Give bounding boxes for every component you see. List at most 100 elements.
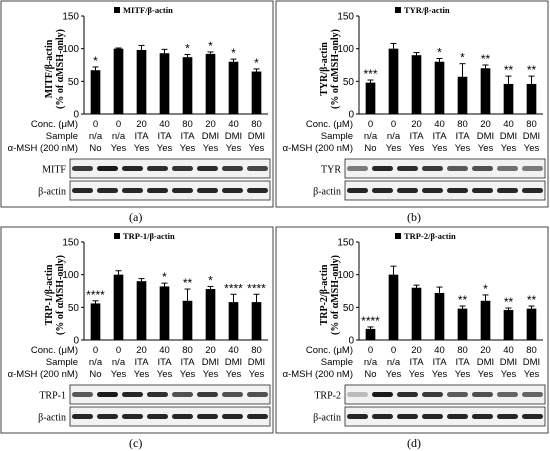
panel-frame: [275, 226, 549, 434]
blot-band: [497, 392, 518, 397]
bar: [480, 68, 491, 114]
bar: [503, 309, 514, 340]
cell-amsh: Yes: [409, 143, 425, 154]
cell-amsh: Yes: [432, 369, 448, 380]
blot-band: [422, 188, 443, 193]
cell-amsh: Yes: [478, 369, 494, 380]
cell-sample: n/a: [112, 357, 126, 368]
blot-band: [497, 166, 518, 171]
cell-sample: ITA: [134, 131, 149, 142]
significance-mark: ****: [361, 314, 380, 328]
legend-label: MITF/β-actin: [123, 5, 173, 15]
cell-conc: 40: [503, 119, 514, 130]
row-label-amsh: α-MSH (200 nM): [8, 143, 78, 154]
cell-conc: 40: [159, 119, 170, 130]
significance-mark: *: [162, 270, 167, 284]
bar: [113, 274, 124, 340]
blot-band: [222, 166, 243, 171]
blot-band: [397, 414, 418, 419]
bar: [90, 303, 101, 340]
row-label-sample: Sample: [46, 131, 78, 142]
cell-sample: n/a: [387, 357, 401, 368]
blot-band: [247, 392, 268, 397]
panel-label-a: (a): [129, 210, 143, 224]
cell-conc: 80: [251, 119, 262, 130]
blot-band: [222, 392, 243, 397]
blot-band: [372, 166, 393, 171]
cell-sample: DMI: [477, 131, 494, 142]
blot-band: [172, 188, 193, 193]
bar: [113, 48, 124, 114]
blot-band: [122, 166, 143, 171]
blot-box-actin: [344, 406, 546, 427]
cell-conc: 80: [182, 345, 193, 356]
bar: [411, 287, 422, 340]
y-axis-label-line: (% of αMSH-only): [330, 255, 341, 335]
cell-sample: DMI: [500, 357, 517, 368]
blot-band: [197, 166, 218, 171]
blot-band: [122, 392, 143, 397]
cell-conc: 80: [251, 345, 262, 356]
bar: [182, 57, 193, 114]
significance-mark: *: [208, 273, 213, 287]
bar: [90, 70, 101, 114]
y-tick-label: 100: [62, 270, 79, 281]
cell-conc: 80: [457, 119, 468, 130]
blot-band: [372, 414, 393, 419]
blot-label-actin: β-actin: [313, 413, 341, 424]
blot-band: [72, 392, 93, 397]
cell-amsh: Yes: [111, 143, 127, 154]
blot-band: [522, 166, 543, 171]
y-tick-label: 100: [337, 44, 354, 55]
y-axis-label-line: TRP-2/β-actin: [319, 264, 330, 325]
y-axis-label: MITF/β-actin(% of αMSH-only): [44, 29, 66, 109]
blot-band: [247, 166, 268, 171]
bar: [434, 61, 445, 114]
blot-band: [522, 414, 543, 419]
cell-sample: n/a: [387, 131, 401, 142]
blot-band: [147, 392, 168, 397]
blot-band: [372, 188, 393, 193]
blot-band: [522, 392, 543, 397]
bar: [182, 300, 193, 340]
blot-band: [222, 414, 243, 419]
cell-amsh: Yes: [226, 369, 242, 380]
bar: [526, 83, 537, 114]
cell-conc: 80: [526, 119, 537, 130]
y-tick-label: 150: [337, 238, 354, 249]
cell-sample: ITA: [134, 357, 149, 368]
blot-band: [447, 188, 468, 193]
y-axis-label-line: (% of αMSH-only): [55, 29, 66, 109]
y-tick-label: 150: [337, 12, 354, 23]
blot-band: [447, 166, 468, 171]
cell-sample: DMI: [523, 357, 540, 368]
cell-conc: 0: [116, 345, 121, 356]
blot-box-actin: [69, 180, 271, 201]
significance-mark: ****: [224, 281, 243, 295]
blot-band: [422, 166, 443, 171]
legend-marker: [395, 233, 401, 239]
blot-band: [522, 188, 543, 193]
y-tick-label: 100: [337, 270, 354, 281]
blot-band: [422, 414, 443, 419]
blot-band: [97, 414, 118, 419]
y-tick-label: 100: [62, 44, 79, 55]
significance-mark: ****: [247, 281, 266, 295]
bar: [365, 82, 376, 114]
blot-band: [472, 414, 493, 419]
y-tick-label: 50: [343, 77, 355, 88]
bar: [388, 274, 399, 340]
blot-label-target: MITF: [42, 165, 66, 176]
cell-amsh: No: [89, 143, 101, 154]
significance-mark: *: [185, 42, 190, 56]
cell-conc: 0: [93, 345, 98, 356]
blot-box-target: [69, 384, 271, 405]
cell-sample: DMI: [225, 357, 242, 368]
significance-mark: *: [460, 51, 465, 65]
panel-frame: [0, 226, 274, 434]
cell-sample: ITA: [409, 131, 424, 142]
bar: [365, 328, 376, 340]
cell-conc: 40: [434, 345, 445, 356]
cell-amsh: Yes: [501, 369, 517, 380]
significance-mark: *: [93, 54, 98, 68]
